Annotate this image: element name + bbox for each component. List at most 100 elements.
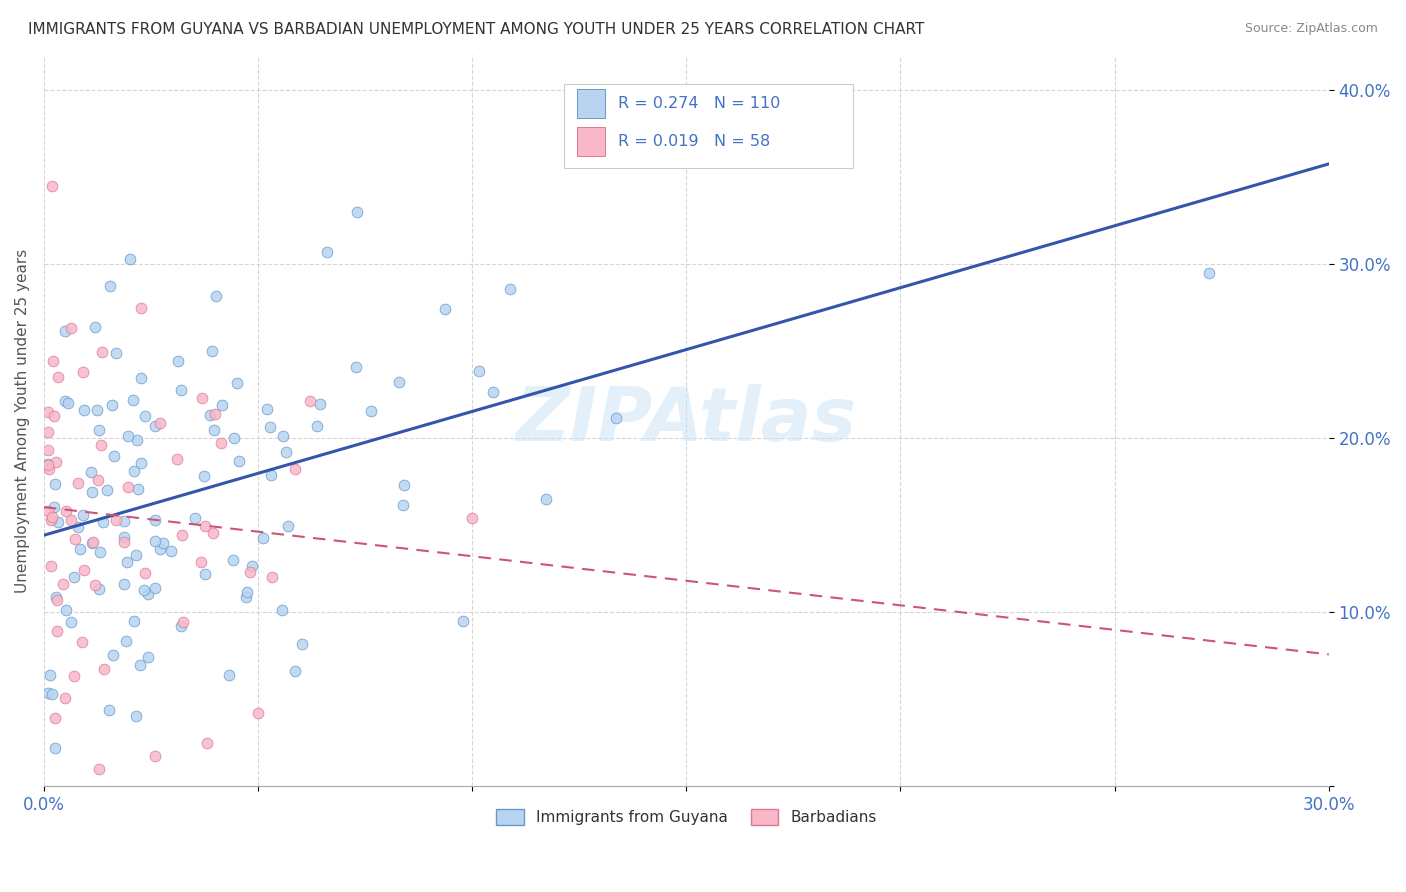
Point bbox=[198, 409, 221, 423]
Point bbox=[134, 566, 156, 580]
Point bbox=[124, 614, 146, 628]
Point bbox=[89, 582, 111, 596]
Point bbox=[205, 289, 228, 303]
Point bbox=[82, 535, 104, 549]
Point bbox=[53, 690, 76, 705]
Point bbox=[236, 584, 259, 599]
Point bbox=[37, 686, 59, 700]
Point bbox=[284, 664, 307, 678]
Point bbox=[98, 703, 121, 717]
Point bbox=[60, 513, 83, 527]
Point bbox=[91, 515, 114, 529]
Point bbox=[62, 570, 84, 584]
Point bbox=[55, 603, 77, 617]
Point bbox=[53, 325, 76, 339]
Point bbox=[224, 431, 246, 445]
Point bbox=[120, 252, 142, 266]
Point bbox=[129, 371, 152, 385]
Point bbox=[41, 510, 63, 524]
Point bbox=[143, 513, 166, 527]
Point bbox=[183, 511, 205, 525]
Point bbox=[239, 565, 262, 579]
FancyBboxPatch shape bbox=[564, 85, 853, 169]
Point bbox=[103, 449, 125, 463]
Point bbox=[134, 409, 156, 424]
Point bbox=[132, 582, 155, 597]
Point bbox=[72, 365, 94, 379]
Point bbox=[39, 667, 62, 681]
Point bbox=[172, 615, 194, 630]
Point bbox=[44, 711, 66, 725]
Point bbox=[112, 577, 135, 591]
Point bbox=[284, 462, 307, 476]
Point bbox=[38, 461, 60, 475]
Point bbox=[149, 541, 172, 556]
Point bbox=[271, 429, 294, 443]
Point bbox=[91, 344, 114, 359]
Point bbox=[225, 376, 247, 391]
Point bbox=[536, 492, 558, 507]
Point bbox=[143, 419, 166, 434]
Point bbox=[193, 469, 215, 483]
Point bbox=[115, 555, 138, 569]
Point bbox=[45, 591, 67, 605]
Point bbox=[299, 394, 322, 409]
Point bbox=[190, 555, 212, 569]
Point bbox=[105, 513, 128, 527]
Point bbox=[37, 442, 59, 457]
Point bbox=[93, 662, 115, 676]
Point bbox=[89, 423, 111, 437]
Point bbox=[84, 578, 107, 592]
Point bbox=[194, 566, 217, 581]
Point bbox=[125, 549, 148, 563]
Point bbox=[37, 504, 59, 518]
Point bbox=[152, 536, 174, 550]
Point bbox=[453, 614, 475, 628]
FancyBboxPatch shape bbox=[576, 127, 606, 156]
Point bbox=[222, 553, 245, 567]
Point bbox=[256, 401, 278, 416]
Point bbox=[37, 458, 59, 472]
Point bbox=[252, 531, 274, 545]
Point bbox=[482, 384, 505, 399]
Point bbox=[131, 301, 153, 315]
Point bbox=[122, 464, 145, 478]
Point bbox=[60, 320, 83, 334]
Y-axis label: Unemployment Among Youth under 25 years: Unemployment Among Youth under 25 years bbox=[15, 249, 30, 593]
Point bbox=[37, 425, 59, 440]
Text: R = 0.274   N = 110: R = 0.274 N = 110 bbox=[619, 95, 780, 111]
Point bbox=[259, 420, 281, 434]
Point bbox=[271, 603, 294, 617]
Legend: Immigrants from Guyana, Barbadians: Immigrants from Guyana, Barbadians bbox=[489, 803, 883, 831]
Point bbox=[42, 409, 65, 423]
Text: Source: ZipAtlas.com: Source: ZipAtlas.com bbox=[1244, 22, 1378, 36]
Point bbox=[125, 709, 148, 723]
Point bbox=[104, 346, 127, 360]
Point bbox=[160, 544, 183, 558]
Point bbox=[69, 542, 91, 557]
Point bbox=[143, 748, 166, 763]
Point bbox=[127, 433, 149, 447]
Point bbox=[45, 454, 67, 468]
Point bbox=[136, 587, 159, 601]
Point bbox=[101, 398, 124, 412]
Point bbox=[41, 687, 63, 701]
Point bbox=[218, 667, 240, 681]
Text: R = 0.019   N = 58: R = 0.019 N = 58 bbox=[619, 134, 770, 149]
Point bbox=[46, 593, 69, 607]
Text: ZIPAtlas: ZIPAtlas bbox=[516, 384, 856, 457]
Point bbox=[82, 484, 104, 499]
Point bbox=[434, 302, 457, 317]
Point bbox=[191, 392, 214, 406]
Point bbox=[56, 396, 79, 410]
Point bbox=[112, 514, 135, 528]
Point bbox=[274, 445, 297, 459]
Point bbox=[194, 519, 217, 533]
FancyBboxPatch shape bbox=[576, 89, 606, 118]
Point bbox=[392, 499, 415, 513]
Point bbox=[170, 383, 193, 397]
Point bbox=[499, 282, 522, 296]
Point bbox=[48, 515, 70, 529]
Point bbox=[129, 456, 152, 470]
Point bbox=[86, 402, 108, 417]
